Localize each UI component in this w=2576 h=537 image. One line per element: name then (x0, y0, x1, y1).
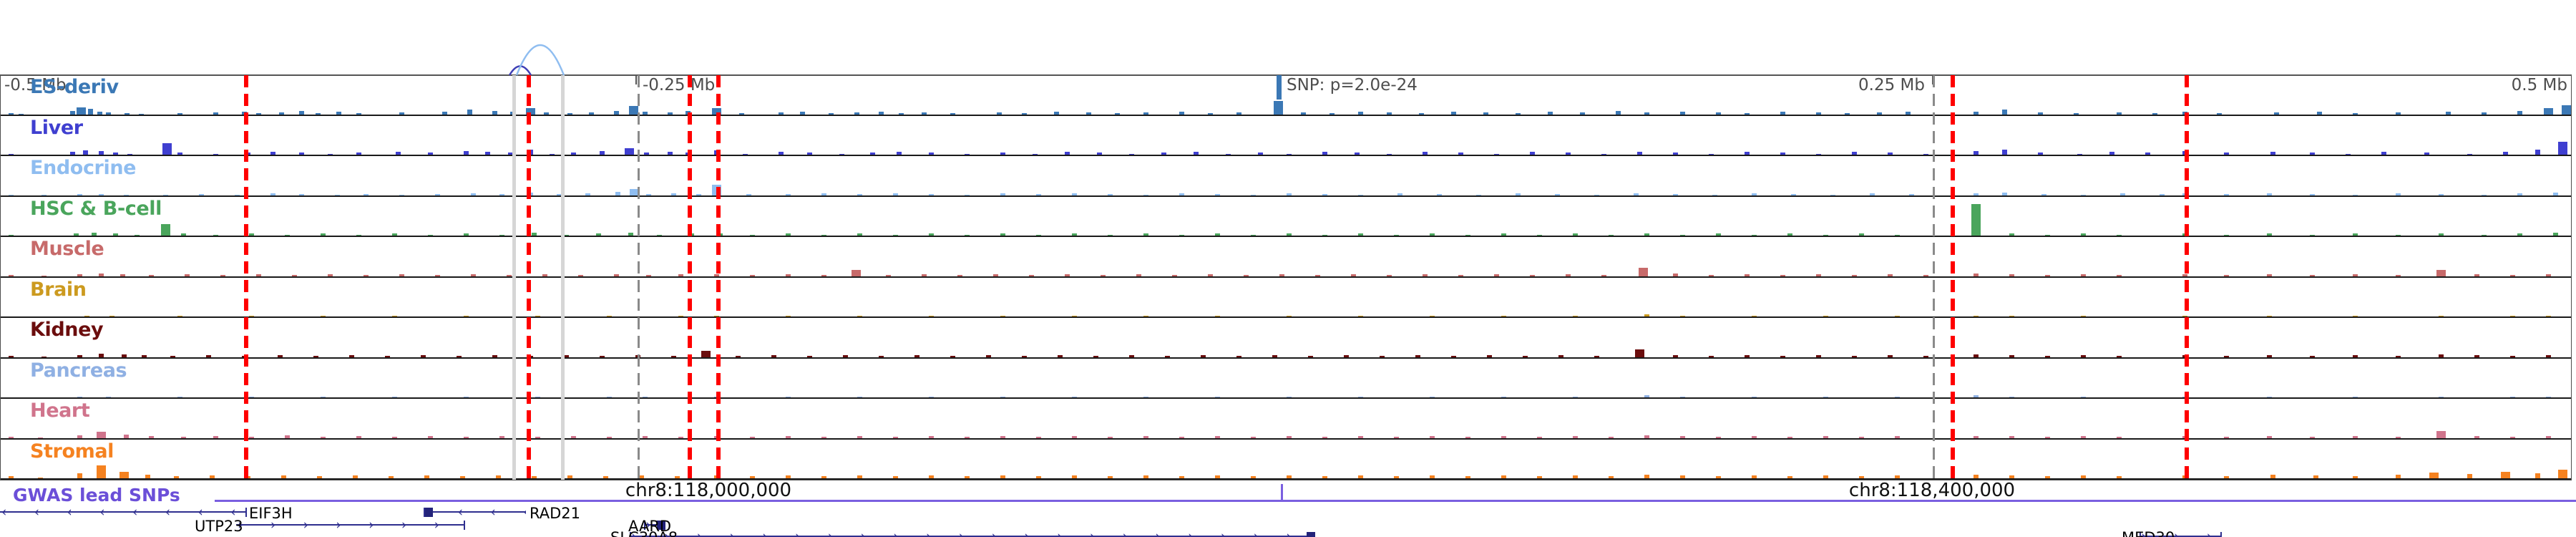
credible-set-marker (2185, 75, 2189, 480)
track-label-endocrine: Endocrine (30, 157, 137, 179)
credible-set-marker (688, 75, 692, 480)
signal-track[interactable] (1, 318, 2571, 359)
gene-model[interactable]: ‹ ‹ ‹ ‹ ‹ ‹ ‹ ‹ ‹ ‹ ‹ ‹ ‹ ‹ ‹ ‹ ‹ ‹ ‹ ‹E… (0, 505, 2576, 522)
track-baseline (1, 155, 2571, 156)
track-label-muscle: Muscle (30, 238, 104, 260)
gene-strand-arrows: › › › › › › › › › › › › › › › › › › › › … (630, 530, 1315, 537)
gwas-lead-snps-label: GWAS lead SNPs (13, 485, 180, 505)
gwas-track-line (215, 500, 2576, 502)
gene-name-label[interactable]: EIF3H (249, 505, 293, 522)
track-baseline (1, 236, 2571, 237)
gridline-marker (1933, 75, 1935, 480)
signal-track[interactable] (1, 399, 2571, 440)
gene-model[interactable]: › › › › › ›MED30 (0, 529, 2576, 537)
gene-intron-line (236, 524, 465, 526)
gene-model[interactable]: ‹ ‹ ‹ ‹ ‹ ‹ ‹ ‹ RAD21 (0, 505, 2576, 522)
gene-end-cap (644, 521, 645, 530)
chromatin-loop-arcs (508, 44, 565, 76)
track-label-liver: Liver (30, 116, 83, 139)
locus-coordinate-label: chr8:118,400,000 (1848, 480, 2016, 501)
credible-set-marker (527, 75, 531, 480)
signal-track[interactable] (1, 75, 2571, 116)
locus-coordinate-label: chr8:118,000,000 (625, 480, 792, 501)
track-label-hsc-b-cell: HSC & B-cell (30, 197, 162, 220)
track-baseline (1, 114, 2571, 116)
gene-name-label[interactable]: AARD (628, 518, 672, 535)
signal-track[interactable] (1, 237, 2571, 278)
signal-track[interactable] (1, 359, 2571, 399)
credible-set-marker (716, 75, 721, 480)
track-baseline (1, 397, 2571, 399)
gene-intron-line (0, 511, 247, 513)
gene-exon (424, 508, 433, 517)
gene-strand-arrows: ‹ ‹ ‹ ‹ ‹ ‹ ‹ ‹ (424, 505, 526, 518)
track-baseline (1, 195, 2571, 197)
track-label-pancreas: Pancreas (30, 359, 127, 382)
gene-model[interactable]: › AARD (0, 518, 2576, 535)
gene-model[interactable]: › › › › › › › › › › › › › › › › › ›UTP23 (0, 518, 2576, 535)
track-baseline (1, 357, 2571, 359)
snp-pvalue-label: SNP: p=2.0e-24 (1287, 76, 1418, 95)
axis-tick-label: 0.25 Mb (1858, 76, 1925, 95)
gene-strand-arrows: › › › › › › (2140, 530, 2222, 537)
gene-end-cap (2220, 532, 2222, 537)
track-label-brain: Brain (30, 278, 87, 301)
gene-intron-line (424, 511, 526, 513)
gene-name-label[interactable]: MED30 (2122, 529, 2175, 537)
annotation-panel: GWAS lead SNPs chr8:118,000,000 chr8:118,… (0, 480, 2576, 537)
track-label-stromal: Stromal (30, 440, 114, 463)
gene-name-label[interactable]: RAD21 (530, 505, 580, 522)
axis-tick (635, 74, 637, 84)
track-baseline (1, 276, 2571, 278)
gene-name-label[interactable]: UTP23 (195, 518, 243, 535)
axis-tick-label: -0.5 Mb (4, 76, 67, 95)
highlight-band (512, 75, 516, 480)
track-baseline (1, 316, 2571, 318)
credible-set-marker (1951, 75, 1955, 480)
gene-name-label[interactable]: SLC30A8 (610, 529, 678, 537)
track-baseline (1, 437, 2571, 440)
gene-intron-line (2140, 536, 2222, 537)
signal-track[interactable] (1, 278, 2571, 318)
credible-set-marker (244, 75, 248, 480)
axis-tick-label: -0.25 Mb (643, 76, 716, 95)
gene-intron-line (630, 536, 1315, 537)
gene-exon (1307, 532, 1315, 537)
highlight-band (561, 75, 565, 480)
loop-arc (515, 44, 565, 76)
gene-end-cap (630, 532, 631, 537)
signal-track[interactable] (1, 197, 2571, 237)
gene-model[interactable]: › › › › › › › › › › › › › › › › › › › › … (0, 529, 2576, 537)
track-label-kidney: Kidney (30, 319, 104, 341)
axis-ruler-line (0, 74, 2572, 76)
gene-end-cap (2140, 532, 2141, 537)
gridline-marker (638, 75, 640, 480)
track-label-heart: Heart (30, 400, 90, 422)
track-label-es-deriv: ES-deriv (30, 76, 119, 98)
gene-strand-arrows: › (644, 518, 653, 531)
signal-track[interactable] (1, 156, 2571, 197)
gene-strand-arrows: ‹ ‹ ‹ ‹ ‹ ‹ ‹ ‹ ‹ ‹ ‹ ‹ ‹ ‹ ‹ ‹ ‹ ‹ ‹ ‹ (0, 505, 247, 518)
gene-end-cap (245, 508, 247, 517)
gwas-snp-riser (1281, 484, 1283, 501)
signal-track-panel[interactable] (0, 74, 2572, 480)
lead-snp-marker[interactable] (1277, 75, 1282, 100)
track-baseline (1, 478, 2571, 480)
axis-tick-label: 0.5 Mb (2511, 76, 2567, 95)
gene-strand-arrows: › › › › › › › › › › › › › › › › › › (236, 518, 465, 531)
gene-end-cap (424, 508, 425, 517)
gene-intron-line (644, 524, 665, 526)
gene-end-cap (464, 521, 465, 530)
gene-exon (657, 521, 665, 530)
